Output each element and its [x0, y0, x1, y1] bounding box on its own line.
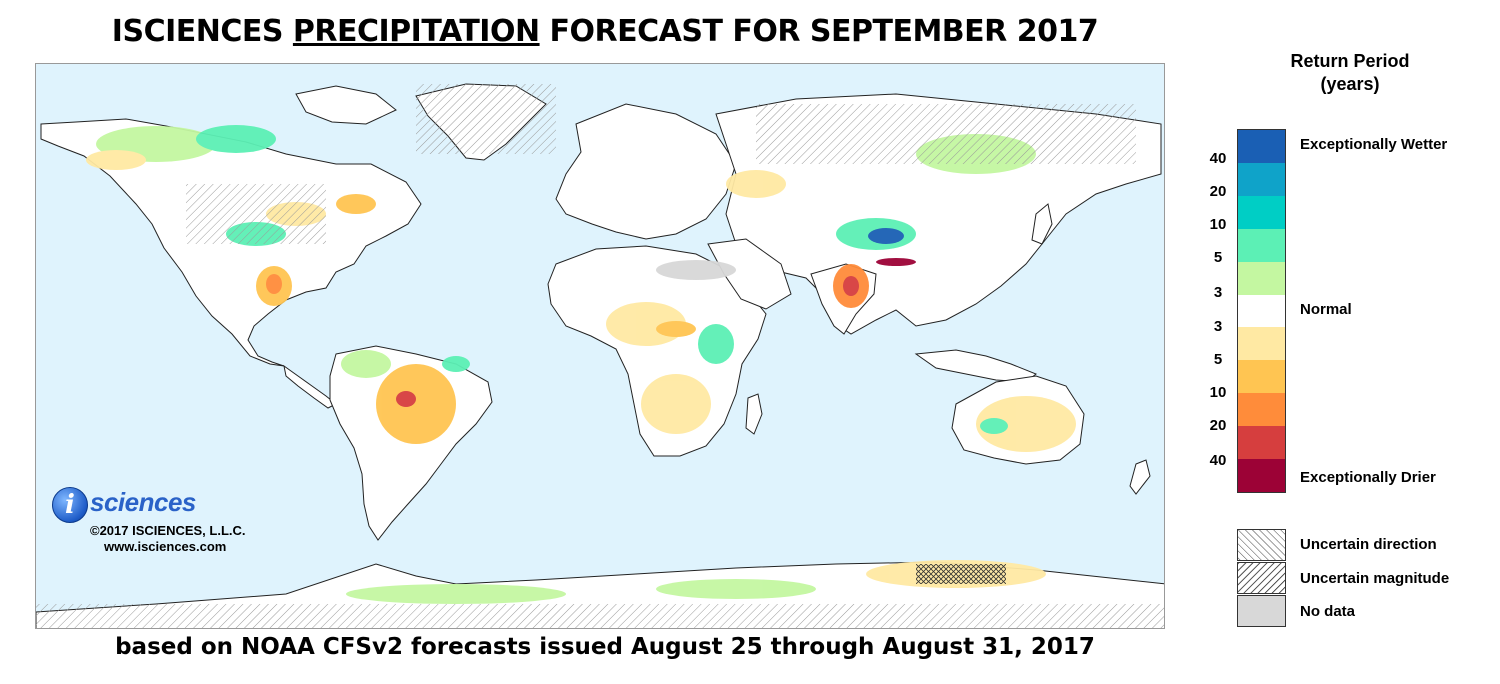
no-data-swatch	[1237, 595, 1286, 627]
wet-tick-3: 3	[1213, 284, 1223, 301]
legend-title: Return Period (years)	[1262, 50, 1438, 96]
map-title: ISCIENCES PRECIPITATION FORECAST FOR SEP…	[0, 14, 1210, 49]
dry-tick-20: 20	[1209, 417, 1227, 434]
legend-color-segment	[1238, 360, 1285, 394]
wet-tick-10: 10	[1209, 216, 1227, 233]
uncertain-direction-label: Uncertain direction	[1300, 536, 1437, 553]
logo-copyright: ©2017 ISCIENCES, L.L.C.	[90, 523, 246, 538]
uncertain-magnitude-swatch	[1237, 562, 1286, 594]
legend-color-segment	[1238, 228, 1285, 262]
europe	[555, 103, 737, 240]
arabia	[707, 238, 792, 310]
legend-title-line2: (years)	[1320, 74, 1380, 94]
legend-color-segment	[1238, 426, 1285, 460]
logo-url: www.isciences.com	[104, 539, 227, 554]
legend-title-line1: Return Period	[1290, 51, 1410, 71]
dry-tick-5: 5	[1213, 351, 1223, 368]
arctic-islands	[295, 85, 397, 125]
legend-label-drier: Exceptionally Drier	[1300, 469, 1436, 486]
legend-color-segment	[1238, 459, 1285, 492]
legend-color-segment	[1238, 261, 1285, 295]
legend-color-segment	[1238, 393, 1285, 427]
legend-label-normal: Normal	[1300, 301, 1352, 318]
legend-color-segment	[1238, 294, 1285, 328]
no-data-label: No data	[1300, 603, 1356, 620]
uncertainty-hatching	[36, 84, 1164, 628]
isciences-logo: i sciences ©2017 ISCIENCES, L.L.C. www.i…	[52, 485, 292, 565]
logo-word: sciences	[90, 487, 196, 517]
dry-tick-40: 40	[1209, 452, 1227, 469]
title-underlined-word: PRECIPITATION	[292, 14, 540, 49]
legend-color-segment	[1238, 162, 1285, 196]
uncertain-direction-swatch	[1237, 529, 1286, 561]
wet-tick-20: 20	[1209, 183, 1227, 200]
madagascar	[745, 393, 763, 435]
wet-tick-5: 5	[1213, 249, 1223, 266]
new-zealand	[1129, 459, 1151, 495]
uncertain-magnitude-label: Uncertain magnitude	[1300, 570, 1450, 587]
japan	[1031, 203, 1053, 245]
legend-color-segment	[1238, 130, 1285, 163]
dry-tick-10: 10	[1209, 384, 1227, 401]
title-suffix: FORECAST FOR SEPTEMBER 2017	[539, 14, 1099, 49]
logo-mark: i	[52, 487, 88, 523]
wet-tick-40: 40	[1209, 150, 1227, 167]
dry-tick-3: 3	[1213, 318, 1223, 335]
world-map-svg	[36, 64, 1164, 628]
map-subtitle: based on NOAA CFSv2 forecasts issued Aug…	[115, 634, 1095, 660]
legend-color-bar	[1237, 129, 1286, 493]
legend-color-segment	[1238, 327, 1285, 361]
title-prefix: ISCIENCES	[111, 14, 293, 49]
world-map	[35, 63, 1165, 629]
legend-label-wetter: Exceptionally Wetter	[1300, 136, 1448, 153]
legend-color-segment	[1238, 195, 1285, 229]
